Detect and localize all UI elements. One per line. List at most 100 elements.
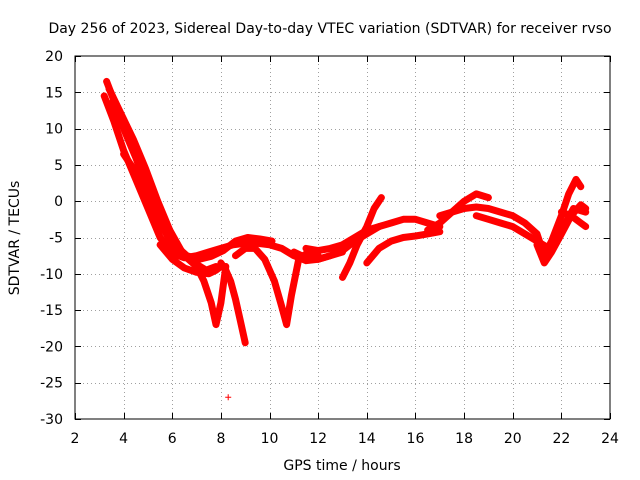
data-point [473, 204, 480, 211]
data-point [509, 223, 516, 230]
data-point [448, 209, 455, 216]
data-point [193, 263, 200, 270]
data-point [120, 151, 127, 158]
data-point [144, 194, 151, 201]
data-point [103, 78, 110, 85]
data-point [485, 194, 492, 201]
data-point [157, 219, 164, 226]
data-point [388, 238, 395, 245]
data-point [371, 205, 378, 212]
data-point [400, 234, 407, 241]
data-point [237, 317, 244, 324]
data-point [363, 223, 370, 230]
data-point [582, 223, 589, 230]
data-point [108, 100, 115, 107]
data-point [217, 299, 224, 306]
x-tick-label: 20 [504, 431, 522, 447]
data-point [303, 254, 310, 261]
data-point [242, 245, 249, 252]
data-point [346, 259, 353, 266]
data-point [497, 209, 504, 216]
data-point [132, 169, 139, 176]
x-tick-label: 24 [601, 431, 619, 447]
series-sat-e [120, 150, 164, 227]
data-point [251, 245, 258, 252]
data-point [200, 278, 207, 285]
data-point [565, 190, 572, 197]
data-point [485, 216, 492, 223]
data-point [375, 245, 382, 252]
data-point [412, 233, 419, 240]
x-tick-label: 18 [455, 431, 473, 447]
data-point [485, 205, 492, 212]
data-point [351, 234, 358, 241]
data-point [363, 259, 370, 266]
y-tick-label: -15 [40, 303, 63, 319]
y-tick-label: -25 [40, 376, 63, 392]
data-point [558, 230, 565, 237]
data-point [568, 212, 575, 219]
x-tick-label: 14 [358, 431, 376, 447]
data-point [388, 219, 395, 226]
data-point [521, 230, 528, 237]
data-point [181, 252, 188, 259]
y-tick-label: -5 [49, 231, 63, 247]
data-point [497, 219, 504, 226]
data-point [232, 296, 239, 303]
data-point [354, 241, 361, 248]
x-tick-label: 10 [261, 431, 279, 447]
data-point [424, 227, 431, 234]
data-point [548, 249, 555, 256]
data-point [283, 321, 290, 328]
data-point [157, 241, 164, 248]
x-tick-label: 12 [309, 431, 327, 447]
chart-title: Day 256 of 2023, Sidereal Day-to-day VTE… [48, 21, 611, 37]
x-axis-tick-labels: 2 4 6 8 10 12 14 16 18 20 22 24 [71, 431, 619, 447]
data-point [181, 264, 188, 271]
data-point [256, 235, 263, 242]
data-point [110, 118, 117, 125]
data-point [278, 303, 285, 310]
series-trace [108, 99, 230, 329]
data-point [400, 216, 407, 223]
data-point [106, 85, 113, 92]
series-sat-g [217, 259, 249, 347]
series-sat-q [557, 208, 590, 231]
data-point [290, 249, 297, 256]
data-point [534, 241, 541, 248]
data-point [577, 201, 584, 208]
data-point [157, 234, 164, 241]
data-point [577, 183, 584, 190]
data-point [473, 190, 480, 197]
data-point [436, 212, 443, 219]
data-point [169, 256, 176, 263]
series-sat-d [108, 99, 230, 329]
data-point [227, 278, 234, 285]
x-tick-label: 4 [119, 431, 128, 447]
data-point [534, 230, 541, 237]
y-tick-label: 0 [54, 194, 63, 210]
data-point [327, 245, 334, 252]
data-point [208, 299, 215, 306]
data-point [232, 252, 239, 259]
data-point [222, 267, 229, 274]
data-point [541, 259, 548, 266]
y-tick-label: 5 [54, 158, 63, 174]
data-point [242, 339, 249, 346]
data-point [327, 252, 334, 259]
data-point [278, 245, 285, 252]
data-point [213, 321, 220, 328]
x-tick-label: 16 [407, 431, 425, 447]
data-point [208, 253, 215, 260]
plot-frame [74, 55, 611, 420]
data-point [271, 278, 278, 285]
data-point [315, 247, 322, 254]
data-point [217, 259, 224, 266]
series-sat-m [424, 190, 492, 234]
data-point [572, 176, 579, 183]
y-tick-label: -30 [40, 412, 63, 428]
series-trace [217, 259, 249, 347]
y-tick-label: -20 [40, 339, 63, 355]
data-point [436, 228, 443, 235]
